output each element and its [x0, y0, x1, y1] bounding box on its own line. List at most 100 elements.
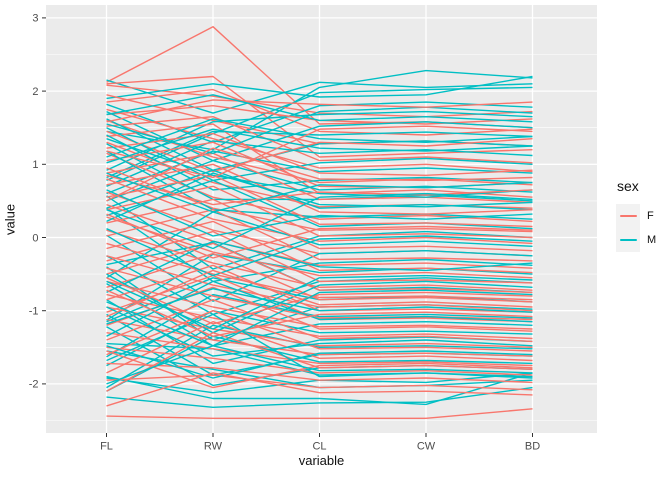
- parcoord-line-M: [106, 345, 533, 385]
- legend-key-F: [616, 204, 640, 228]
- parcoord-line-F: [106, 277, 533, 325]
- parcoord-line-F: [106, 163, 533, 215]
- legend-entry-M: M: [616, 228, 656, 252]
- parcoord-line-F: [106, 321, 533, 374]
- parcoord-line-F: [106, 152, 533, 204]
- parcoord-line-F: [106, 99, 533, 123]
- parcoord-line-F: [106, 174, 533, 206]
- parcoord-line-M: [106, 138, 533, 198]
- parcoord-line-F: [106, 242, 533, 294]
- parcoord-line-M: [106, 86, 533, 182]
- parcoord-line-M: [106, 207, 533, 283]
- parcoord-line-M: [106, 310, 533, 367]
- parcoord-line-M: [106, 159, 533, 202]
- parcoord-line-M: [106, 172, 533, 223]
- parcoord-line-F: [106, 252, 533, 303]
- parcoord-line-F: [106, 119, 533, 186]
- x-axis-title: variable: [298, 453, 345, 468]
- parcoord-line-F: [106, 346, 533, 376]
- legend-key-line-F-icon: [619, 215, 637, 217]
- parcoord-line-M: [106, 228, 533, 277]
- parcoord-line-F: [106, 255, 533, 312]
- parcoord-line-M: [106, 386, 533, 408]
- parcoord-line-F: [106, 269, 533, 318]
- parcoord-line-F: [106, 293, 533, 340]
- parcoord-line-M: [106, 211, 533, 279]
- parcoord-line-F: [106, 362, 533, 384]
- parcoord-line-F: [106, 230, 533, 284]
- parcoord-line-M: [106, 274, 533, 330]
- parcoord-line-F: [106, 108, 533, 173]
- parcoord-line-M: [106, 118, 533, 158]
- parcoord-line-M: [106, 306, 533, 357]
- legend-label-M: M: [647, 234, 657, 246]
- parcoord-line-F: [106, 267, 533, 321]
- parcoord-line-M: [106, 172, 533, 213]
- y-tick-label: 0: [32, 232, 38, 244]
- parcoord-line-F: [106, 229, 533, 291]
- parcoord-line-F: [106, 332, 533, 392]
- legend-key-line-M-icon: [619, 239, 637, 241]
- parcoord-line-M: [106, 240, 533, 294]
- parcoord-line-M: [106, 118, 533, 171]
- parcoord-line-F: [106, 289, 533, 337]
- legend-title: sex: [617, 178, 639, 194]
- legend-entry-F: F: [616, 204, 656, 228]
- parcoord-line-M: [106, 94, 533, 123]
- parcoord-line-F: [106, 350, 533, 389]
- parcoord-line-M: [106, 106, 533, 155]
- y-tick-label: 3: [32, 13, 38, 25]
- parcoord-line-F: [106, 198, 533, 252]
- parcoord-line-M: [106, 150, 533, 220]
- x-tick-label: CW: [417, 441, 436, 453]
- parcoord-line-M: [106, 293, 533, 358]
- parcoord-line-F: [106, 125, 533, 179]
- parcoord-line-F: [106, 178, 533, 245]
- parcoord-line-F: [106, 280, 533, 330]
- parcoord-line-F: [106, 185, 533, 239]
- y-tick-label: -1: [29, 306, 39, 318]
- parcoord-line-M: [106, 140, 533, 187]
- y-tick-label: -2: [29, 379, 39, 391]
- parcoord-line-M: [106, 324, 533, 389]
- parcoord-line-M: [106, 372, 533, 406]
- x-tick-label: FL: [100, 441, 113, 453]
- y-axis-title: value: [2, 203, 18, 235]
- x-tick-label: CL: [312, 441, 326, 453]
- legend-label-F: F: [647, 210, 654, 222]
- parcoord-line-F: [106, 84, 533, 118]
- parcoord-line-F: [106, 220, 533, 274]
- legend-key-M: [616, 228, 640, 252]
- parcoord-line-F: [106, 213, 533, 259]
- y-tick-label: 1: [32, 159, 38, 171]
- parcoord-line-M: [106, 128, 533, 164]
- parcoord-line-M: [106, 289, 533, 347]
- parcoord-line-F: [106, 174, 533, 228]
- parcoord-line-F: [106, 147, 533, 202]
- parcoord-line-F: [106, 374, 533, 391]
- parcoord-line-F: [106, 408, 533, 419]
- parcoord-line-M: [106, 179, 533, 230]
- parcoord-line-F: [106, 242, 533, 301]
- x-tick-label: RW: [204, 441, 223, 453]
- parcoord-line-M: [106, 79, 533, 114]
- parcoord-line-F: [106, 208, 533, 262]
- parcoord-line-M: [106, 288, 533, 325]
- parcoord-line-M: [106, 345, 533, 379]
- parcoord-line-F: [106, 318, 533, 357]
- parcoord-line-F: [106, 216, 533, 279]
- parcoord-line-F: [106, 130, 533, 173]
- parcoord-line-M: [106, 234, 533, 302]
- parcoord-line-F: [106, 203, 533, 269]
- parcoord-line-M: [106, 192, 533, 250]
- parcoord-line-F: [106, 115, 533, 164]
- y-tick-label: 2: [32, 86, 38, 98]
- parcoord-line-F: [106, 310, 533, 356]
- parcoord-line-M: [106, 313, 533, 379]
- parcoord-line-F: [106, 372, 533, 407]
- parcoord-line-F: [106, 332, 533, 367]
- parcoord-line-F: [106, 132, 533, 177]
- parcoord-line-M: [106, 189, 533, 237]
